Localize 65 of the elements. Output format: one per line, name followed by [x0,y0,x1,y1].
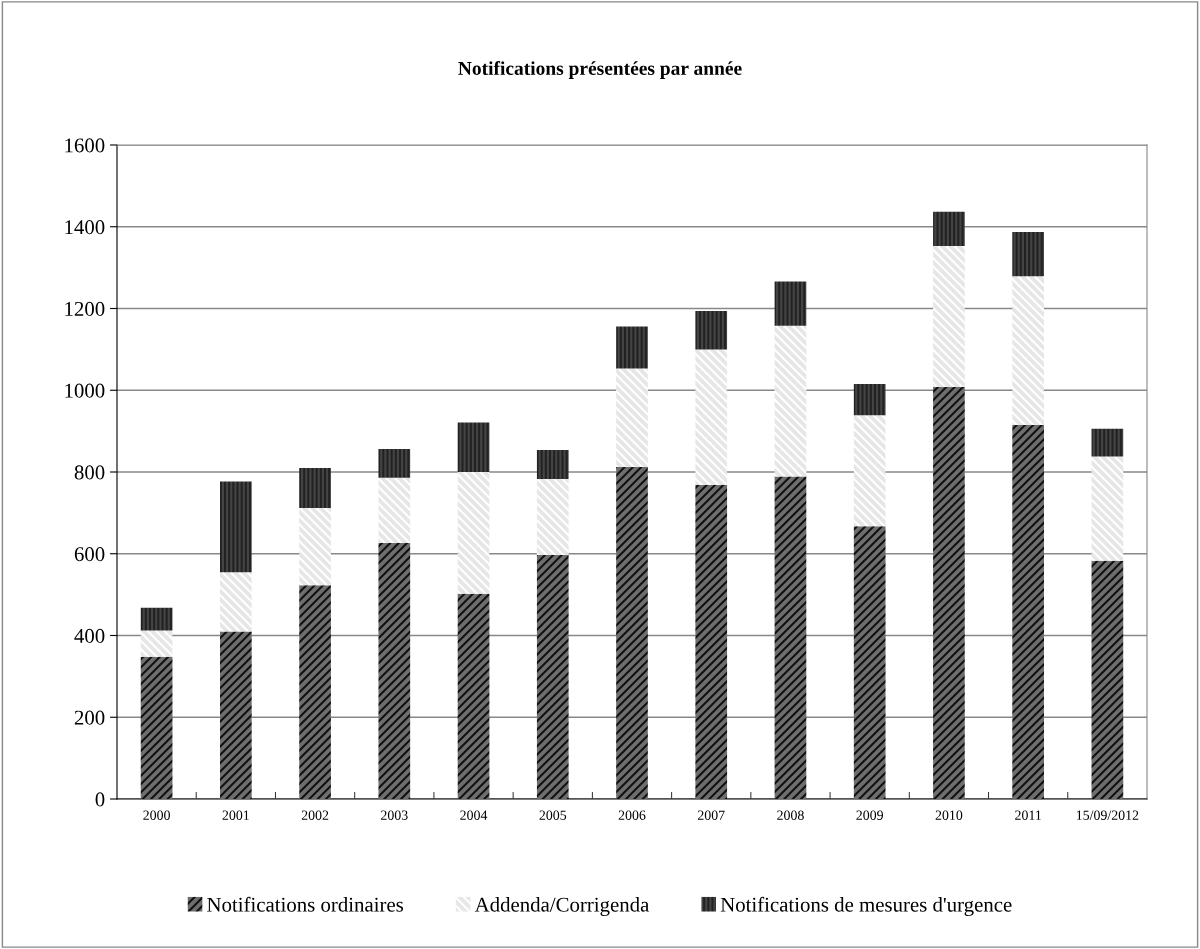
x-tick-label: 2009 [856,810,884,820]
bar [1091,560,1124,799]
y-tick-label: 400 [74,628,105,643]
bar [774,281,807,326]
y-tick-label: 200 [74,710,105,725]
bar [299,467,331,508]
bar [457,422,490,472]
y-tick-label: 1200 [65,301,105,316]
x-tick-label: 2010 [935,810,963,820]
x-tick-label: 2008 [777,810,804,820]
bar [774,325,807,477]
bar [536,478,569,555]
bar [1012,276,1044,425]
x-tick-label: 2003 [381,810,408,820]
x-tick-label: 2007 [697,810,725,820]
bar [378,477,411,544]
bar [695,349,728,486]
bar [695,485,728,799]
bar [616,368,648,468]
y-tick-label: 1600 [65,138,105,153]
y-tick-label: 1000 [65,383,105,398]
y-tick-label: 600 [74,547,105,562]
bar [933,245,965,387]
legend-label: Addenda/Corrigenda [474,897,650,917]
x-tick-label: 2005 [539,810,567,820]
chart-title: Notifications présentées par année [458,61,742,79]
bar [1012,424,1044,799]
bar [536,554,569,799]
bar [140,656,173,799]
bar [457,593,490,799]
bar [853,384,886,416]
bar [299,585,331,799]
x-tick-label: 2002 [301,810,329,820]
y-tick-label: 800 [74,465,105,480]
bar [616,467,648,799]
bar [220,572,252,632]
bar [220,631,252,799]
y-tick-label: 1400 [65,220,105,235]
bar [1012,232,1044,277]
x-tick-label: 2000 [143,810,170,820]
bar [933,211,965,246]
bar [616,326,648,369]
bar [140,607,173,631]
bar [140,630,173,657]
bar [536,449,569,479]
bar [299,507,331,586]
x-tick-label: 2006 [618,810,646,820]
bar [1091,456,1124,561]
bar [1091,428,1124,457]
bar [774,476,807,799]
bar [378,543,411,799]
bar [853,526,886,799]
x-tick-label: 15/09/2012 [1076,810,1139,820]
bar [457,472,490,594]
bar [853,415,886,527]
bar [378,449,411,478]
x-tick-label: 2001 [222,810,249,820]
x-tick-label: 2004 [460,810,488,820]
legend-label: Notifications ordinaires [207,896,404,912]
bar [220,481,252,573]
bar [695,310,728,350]
x-tick-label: 2011 [1015,810,1041,820]
y-tick-label: 0 [95,792,105,807]
legend-label: Notifications de mesures d'urgence [720,896,1012,917]
bar [933,386,965,799]
